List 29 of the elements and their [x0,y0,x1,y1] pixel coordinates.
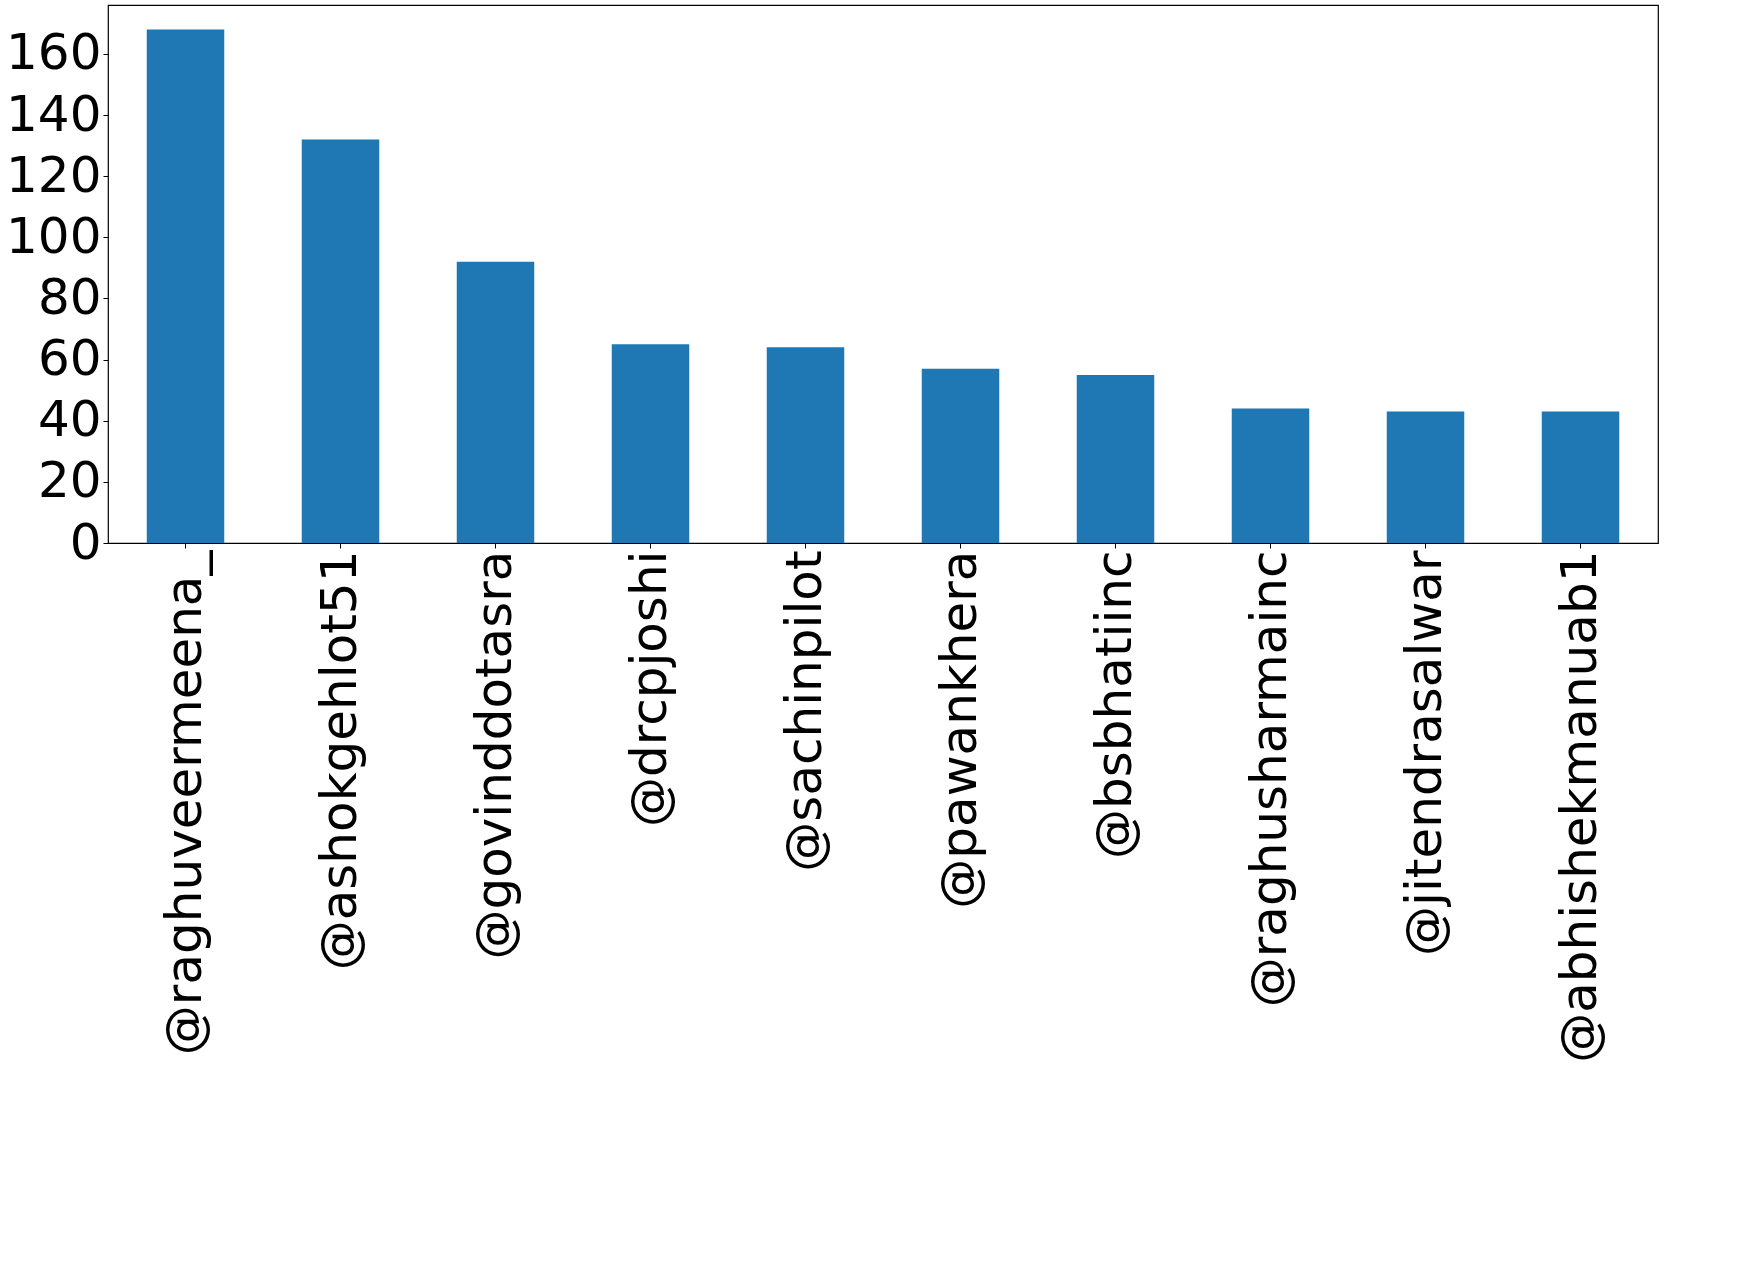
y-tick-label: 60 [37,329,102,388]
x-tick-label: @raghuveermeena_ [154,549,213,1056]
y-tick-label: 160 [6,23,102,82]
x-tick-label: @abhishekmanuab1 [1549,550,1608,1063]
bar [1541,411,1620,543]
bar [146,29,225,543]
y-tick-label: 20 [37,451,102,510]
bar [611,344,690,543]
bar [921,368,1000,543]
bar [1076,374,1155,543]
bar [766,347,845,543]
x-tick-label: @pawankhera [929,550,988,909]
bar [1386,411,1465,543]
bar [456,261,535,543]
x-tick-label: @sachinpilot [774,550,833,872]
x-tick-label: @ashokgehlot51 [309,550,368,971]
x-tick-label: @govinddotasra [464,550,523,960]
y-tick-label: 80 [37,267,102,326]
y-tick-label: 40 [37,390,102,449]
x-tick-label: @bsbhatiinc [1084,550,1143,859]
y-tick-label: 0 [69,512,102,571]
y-tick-label: 140 [6,84,102,143]
y-tick-label: 100 [6,206,102,265]
x-tick-label: @jitendrasalwar [1394,550,1453,956]
x-tick-label: @raghusharmainc [1239,550,1298,1008]
x-tick-label: @drcpjoshi [619,550,678,828]
bar [1231,408,1310,543]
y-tick-label: 120 [6,145,102,204]
bar [301,139,380,543]
